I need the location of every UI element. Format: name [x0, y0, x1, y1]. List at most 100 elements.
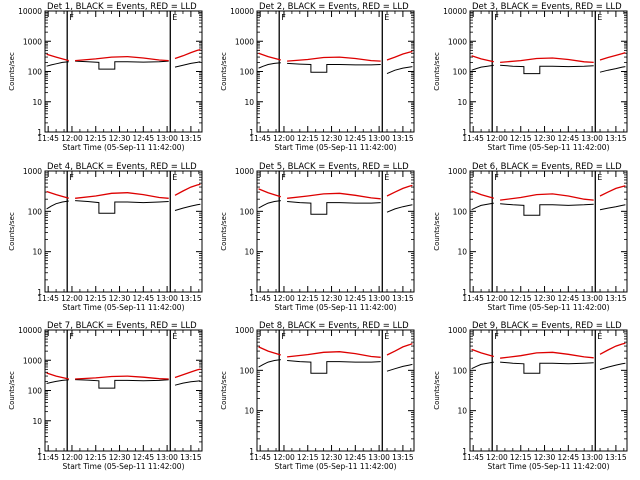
- events-series-line: [471, 361, 494, 370]
- x-axis-label: Start Time (05-Sep-11 11:42:00): [275, 143, 397, 152]
- y-tick-label: 100: [240, 68, 255, 77]
- event-marker-label: F: [281, 173, 286, 182]
- event-marker-label: E: [384, 13, 389, 22]
- events-series-line: [75, 379, 169, 389]
- events-series-line: [471, 202, 494, 211]
- y-axis-label: Counts/sec: [433, 371, 441, 410]
- lld-series-line: [500, 351, 594, 359]
- events-series-line: [287, 360, 381, 374]
- events-series-line: [258, 359, 281, 368]
- x-tick-label: 12:00: [61, 453, 83, 462]
- detector-chart: Det 1, BLACK = Events, RED = LLD 1 10 100 10…: [8, 2, 203, 152]
- x-tick-label: 12:45: [133, 453, 155, 462]
- y-axis-label: Counts/sec: [8, 371, 16, 410]
- x-tick-label: 13:00: [156, 294, 178, 303]
- y-tick-label: 1: [462, 288, 467, 297]
- lld-series-line: [599, 342, 626, 355]
- x-tick-label: 12:45: [345, 134, 367, 143]
- lld-series-line: [174, 48, 201, 60]
- plot-frame: [256, 10, 415, 133]
- y-tick-label: 100: [28, 387, 43, 396]
- x-tick-label: 12:30: [321, 294, 343, 303]
- x-tick-label: 12:15: [85, 134, 107, 143]
- lld-series-line: [46, 190, 69, 199]
- y-tick-label: 100: [28, 68, 43, 77]
- x-axis-label: Start Time (05-Sep-11 11:42:00): [63, 462, 185, 471]
- x-tick-label: 11:45: [249, 294, 271, 303]
- plot-frame: [256, 170, 415, 293]
- y-tick-label: 1000: [448, 326, 467, 335]
- x-tick-label: 13:15: [180, 134, 202, 143]
- detector-chart: Det 5, BLACK = Events, RED = LLD 1 10 100 10…: [220, 162, 415, 312]
- events-series-line: [500, 64, 594, 75]
- x-tick-label: 11:45: [462, 453, 484, 462]
- y-tick-label: 1: [249, 447, 254, 456]
- x-tick-label: 11:45: [37, 294, 59, 303]
- x-tick-label: 12:30: [321, 453, 343, 462]
- x-tick-label: 11:45: [462, 134, 484, 143]
- events-series-line: [599, 362, 626, 370]
- event-marker-label: F: [281, 13, 286, 22]
- x-tick-label: 12:45: [345, 294, 367, 303]
- x-tick-label: 13:15: [180, 453, 202, 462]
- x-tick-label: 13:00: [581, 134, 603, 143]
- chart-title: Det 4, BLACK = Events, RED = LLD: [47, 162, 197, 172]
- y-axis-label: Counts/sec: [8, 52, 16, 91]
- detector-chart: Det 2, BLACK = Events, RED = LLD 1 10 100 10…: [220, 2, 415, 152]
- y-axis-label: Counts/sec: [220, 212, 228, 251]
- lld-series-line: [386, 50, 413, 61]
- x-tick-label: 12:45: [558, 453, 580, 462]
- x-tick-label: 12:15: [510, 294, 532, 303]
- lld-series-line: [287, 351, 381, 358]
- chart-title: Det 8, BLACK = Events, RED = LLD: [259, 321, 409, 331]
- x-tick-label: 12:45: [558, 134, 580, 143]
- y-axis-label: Counts/sec: [433, 52, 441, 91]
- x-tick-label: 12:45: [133, 294, 155, 303]
- plot-frame: [469, 170, 628, 293]
- detector-chart: Det 4, BLACK = Events, RED = LLD 1 10 100 10…: [8, 162, 203, 312]
- y-axis-label: Counts/sec: [8, 212, 16, 251]
- plot-frame: [256, 329, 415, 452]
- lld-series-line: [174, 183, 201, 196]
- x-tick-label: 11:45: [37, 453, 59, 462]
- lld-series-line: [75, 192, 169, 199]
- x-axis-label: Start Time (05-Sep-11 11:42:00): [488, 462, 610, 471]
- events-series-line: [599, 66, 626, 73]
- plot-frame: [44, 10, 203, 133]
- plot-frame: [469, 329, 628, 452]
- lld-series-line: [500, 57, 594, 64]
- y-tick-label: 10: [457, 407, 467, 416]
- lld-series-line: [471, 55, 494, 63]
- y-tick-label: 1: [249, 128, 254, 137]
- lld-series-line: [46, 53, 69, 62]
- lld-series-line: [258, 52, 281, 61]
- detector-chart: Det 6, BLACK = Events, RED = LLD 1 10 100 10…: [433, 162, 628, 312]
- chart-title: Det 2, BLACK = Events, RED = LLD: [259, 2, 409, 12]
- x-tick-label: 12:15: [297, 453, 319, 462]
- y-tick-label: 100: [453, 207, 468, 216]
- event-marker-label: E: [172, 13, 177, 22]
- lld-series-line: [258, 346, 281, 356]
- event-marker-label: E: [597, 13, 602, 22]
- y-tick-label: 1: [462, 128, 467, 137]
- event-marker-label: E: [384, 173, 389, 182]
- lld-series-line: [471, 190, 494, 199]
- events-series-line: [471, 64, 494, 71]
- lld-series-line: [287, 192, 381, 200]
- y-tick-label: 10: [32, 417, 42, 426]
- y-tick-label: 10: [457, 248, 467, 257]
- lld-series-line: [386, 342, 413, 356]
- events-series-line: [46, 61, 69, 67]
- x-tick-label: 11:45: [249, 453, 271, 462]
- x-tick-label: 12:00: [273, 134, 295, 143]
- x-tick-label: 12:15: [297, 294, 319, 303]
- x-tick-label: 12:00: [273, 453, 295, 462]
- y-tick-label: 1000: [235, 37, 254, 46]
- y-tick-label: 100: [28, 207, 43, 216]
- x-tick-label: 13:00: [156, 134, 178, 143]
- x-tick-label: 12:15: [85, 294, 107, 303]
- x-tick-label: 12:00: [486, 294, 508, 303]
- x-tick-label: 12:45: [558, 294, 580, 303]
- x-tick-label: 12:45: [133, 134, 155, 143]
- x-tick-label: 12:00: [273, 294, 295, 303]
